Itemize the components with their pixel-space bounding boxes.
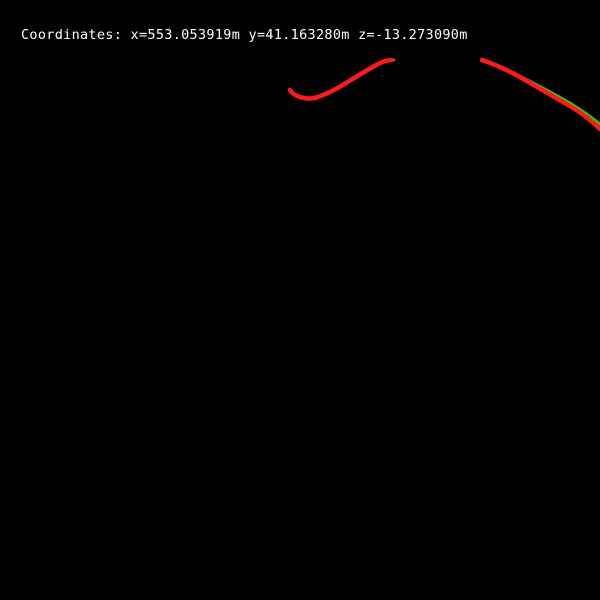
ground-truth-path bbox=[376, 58, 600, 126]
coordinates-readout: Coordinates: x=553.053919m y=41.163280m … bbox=[21, 27, 468, 43]
estimated-path bbox=[287, 57, 600, 132]
